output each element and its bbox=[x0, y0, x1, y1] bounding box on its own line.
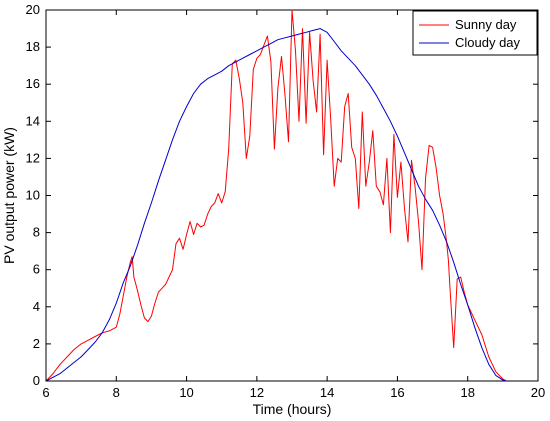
x-tick-label: 16 bbox=[390, 385, 404, 400]
legend-label-cloudy-day: Cloudy day bbox=[455, 35, 521, 50]
y-tick-label: 18 bbox=[26, 39, 40, 54]
x-tick-label: 12 bbox=[250, 385, 264, 400]
y-tick-label: 14 bbox=[26, 113, 40, 128]
y-tick-label: 10 bbox=[26, 188, 40, 203]
y-tick-label: 8 bbox=[33, 225, 40, 240]
x-tick-label: 6 bbox=[42, 385, 49, 400]
x-tick-label: 18 bbox=[460, 385, 474, 400]
y-tick-label: 4 bbox=[33, 299, 40, 314]
plot-area bbox=[45, 9, 539, 382]
series-layer bbox=[45, 9, 507, 382]
axes-box bbox=[45, 9, 539, 382]
y-axis-label: PV output power (kW) bbox=[1, 127, 17, 264]
tick-layer: 6 8 10 12 14 16 18 20 0 2 4 6 8 10 12 14 16 18 20 bbox=[26, 2, 546, 400]
series-line-sunny-day bbox=[45, 9, 507, 382]
y-tick-label: 6 bbox=[33, 262, 40, 277]
y-tick-label: 2 bbox=[33, 336, 40, 351]
y-tick-label: 16 bbox=[26, 76, 40, 91]
y-tick-label: 20 bbox=[26, 2, 40, 17]
legend: Sunny day Cloudy day bbox=[412, 10, 538, 56]
series-line-cloudy-day bbox=[45, 28, 507, 382]
legend-box bbox=[412, 10, 538, 56]
x-tick-label: 8 bbox=[113, 385, 120, 400]
x-tick-label: 10 bbox=[179, 385, 193, 400]
x-tick-label: 20 bbox=[531, 385, 545, 400]
x-axis-label: Time (hours) bbox=[253, 401, 332, 417]
x-tick-label: 14 bbox=[320, 385, 334, 400]
y-tick-label: 12 bbox=[26, 150, 40, 165]
y-tick-label: 0 bbox=[33, 373, 40, 388]
legend-label-sunny-day: Sunny day bbox=[455, 17, 517, 32]
